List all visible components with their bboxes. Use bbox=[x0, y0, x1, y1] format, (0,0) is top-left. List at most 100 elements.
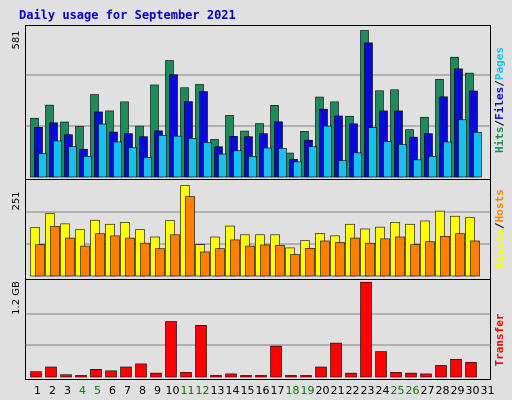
x-tick-day: 29 bbox=[451, 384, 465, 397]
bar-transfer bbox=[60, 374, 72, 378]
x-tick-day: 2 bbox=[49, 384, 56, 397]
bar-hosts bbox=[185, 196, 195, 277]
x-tick-day: 12 bbox=[196, 384, 210, 397]
bar-transfer bbox=[375, 351, 387, 378]
bar-transfer bbox=[195, 325, 207, 378]
panel-frame bbox=[25, 279, 491, 380]
x-tick-day: 16 bbox=[256, 384, 270, 397]
bar-hosts bbox=[320, 240, 330, 277]
bar-hosts bbox=[395, 236, 405, 277]
x-tick-day: 13 bbox=[211, 384, 225, 397]
y-max-label: 251 bbox=[11, 191, 22, 210]
legend-label: Hits/Files/Pages bbox=[493, 47, 506, 153]
y-max-label: 1.2 GB bbox=[11, 281, 22, 315]
y-max-label: 581 bbox=[11, 30, 22, 49]
legend-part: Hosts bbox=[493, 189, 506, 222]
bar-pages bbox=[308, 146, 317, 178]
bar-transfer bbox=[150, 372, 162, 378]
bar-hosts bbox=[470, 240, 480, 277]
bar-hosts bbox=[125, 237, 135, 277]
bar-hosts bbox=[365, 242, 375, 277]
bar-hosts bbox=[200, 251, 210, 277]
bar-transfer bbox=[420, 373, 432, 378]
x-tick-day: 10 bbox=[166, 384, 180, 397]
bar-hosts bbox=[245, 245, 255, 277]
bar-hosts bbox=[230, 239, 240, 277]
bar-pages bbox=[473, 132, 482, 178]
legend-part: / bbox=[493, 80, 506, 87]
bar-pages bbox=[428, 156, 437, 178]
x-tick-day: 1 bbox=[34, 384, 41, 397]
bar-pages bbox=[143, 157, 152, 178]
x-tick-day: 9 bbox=[154, 384, 161, 397]
panel-3: 1.2 GB Transfer bbox=[11, 279, 506, 380]
bar-transfer bbox=[105, 370, 117, 378]
x-tick-day: 14 bbox=[226, 384, 240, 397]
bar-transfer bbox=[75, 375, 87, 378]
x-tick-day: 24 bbox=[376, 384, 390, 397]
bar-hosts bbox=[410, 244, 420, 277]
legend-part: Hits bbox=[493, 127, 506, 154]
bar-transfer bbox=[360, 281, 372, 378]
bar-transfer bbox=[270, 345, 282, 378]
legend-part: Pages bbox=[493, 47, 506, 80]
bar-hosts bbox=[275, 245, 285, 277]
x-tick-day: 28 bbox=[436, 384, 450, 397]
bar-transfer bbox=[180, 372, 192, 378]
bar-pages bbox=[233, 150, 242, 178]
bar-hosts bbox=[335, 242, 345, 277]
bar-transfer bbox=[90, 368, 102, 378]
x-tick-day: 20 bbox=[316, 384, 330, 397]
x-tick-day: 17 bbox=[271, 384, 285, 397]
bar-transfer bbox=[330, 342, 342, 378]
x-tick-day: 31 bbox=[481, 384, 495, 397]
bar-hosts bbox=[290, 254, 300, 277]
x-tick-day: 5 bbox=[94, 384, 101, 397]
bar-transfer bbox=[285, 375, 297, 378]
x-tick-day: 23 bbox=[361, 384, 375, 397]
bar-transfer bbox=[255, 375, 267, 378]
bar-transfer bbox=[465, 362, 477, 378]
bar-pages bbox=[323, 125, 332, 178]
x-tick-day: 4 bbox=[79, 384, 86, 397]
x-tick-day: 7 bbox=[124, 384, 131, 397]
legend-part: / bbox=[493, 120, 506, 127]
bar-hosts bbox=[215, 248, 225, 277]
legend-part: Transfer bbox=[493, 313, 506, 366]
bar-hosts bbox=[50, 226, 60, 277]
bar-pages bbox=[83, 156, 92, 178]
bar-pages bbox=[68, 146, 77, 178]
x-tick-day: 25 bbox=[391, 384, 405, 397]
x-tick-day: 21 bbox=[331, 384, 345, 397]
bar-pages bbox=[278, 148, 287, 178]
bar-hosts bbox=[170, 234, 180, 277]
bar-pages bbox=[188, 138, 197, 178]
legend-label: Transfer bbox=[493, 313, 506, 366]
bar-transfer bbox=[390, 372, 402, 378]
bar-transfer bbox=[405, 372, 417, 378]
x-tick-day: 8 bbox=[139, 384, 146, 397]
bar-hosts bbox=[95, 233, 105, 277]
x-tick-day: 15 bbox=[241, 384, 255, 397]
bar-hosts bbox=[155, 248, 165, 277]
bar-pages bbox=[248, 156, 257, 178]
bar-transfer bbox=[345, 372, 357, 378]
x-tick-day: 27 bbox=[421, 384, 435, 397]
bar-pages bbox=[218, 153, 227, 178]
bar-pages bbox=[128, 147, 137, 178]
bar-transfer bbox=[315, 366, 327, 378]
bar-hosts bbox=[140, 242, 150, 277]
bar-hosts bbox=[380, 238, 390, 277]
x-tick-day: 6 bbox=[109, 384, 116, 397]
bar-pages bbox=[293, 161, 302, 178]
x-tick-day: 22 bbox=[346, 384, 360, 397]
bar-pages bbox=[413, 159, 422, 178]
bar-pages bbox=[458, 119, 467, 178]
bar-pages bbox=[98, 123, 107, 178]
bar-transfer bbox=[300, 375, 312, 378]
bar-transfer bbox=[45, 366, 57, 378]
bar-transfer bbox=[210, 375, 222, 378]
bar-pages bbox=[263, 147, 272, 178]
x-tick-day: 19 bbox=[301, 384, 315, 397]
